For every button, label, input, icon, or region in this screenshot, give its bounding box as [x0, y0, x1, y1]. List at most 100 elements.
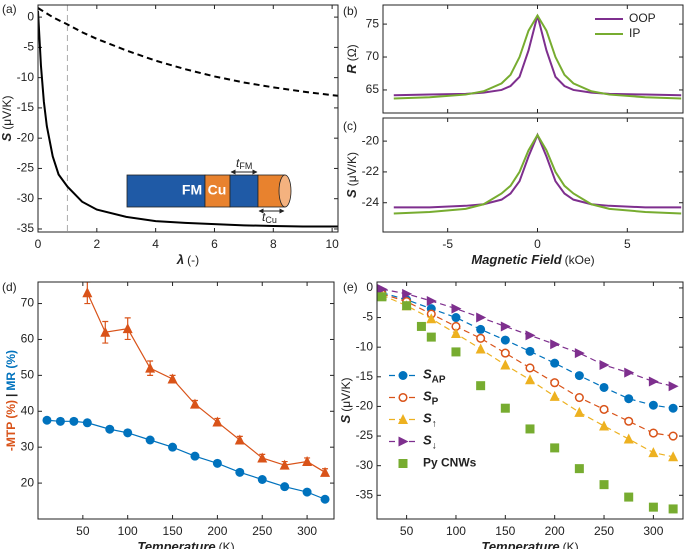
- x-tick-label: 50: [400, 524, 414, 538]
- marker: [100, 326, 111, 337]
- y-axis-label: R (Ω): [344, 44, 359, 73]
- plot-frame: [382, 117, 684, 233]
- y-tick-label: 70: [366, 49, 380, 63]
- t-cu-label: tCu: [262, 210, 277, 225]
- axis-unit: (μV/K): [345, 152, 359, 186]
- panel-label: (b): [343, 4, 358, 18]
- marker: [426, 295, 437, 306]
- legend-entry: IP: [629, 26, 640, 40]
- y-tick-label: 50: [21, 368, 35, 382]
- series-line: [86, 292, 326, 473]
- marker: [550, 358, 560, 368]
- marker: [623, 433, 634, 444]
- marker: [320, 494, 330, 504]
- marker: [212, 458, 222, 468]
- fm-segment: [126, 174, 206, 208]
- marker: [574, 348, 585, 359]
- panel: (d) 20 30 40 50 60 70 50 100 150 200 250 300 Temperat…: [2, 280, 335, 549]
- legend-entry: S↓: [423, 433, 437, 451]
- y-tick-label: -10: [356, 339, 374, 353]
- axis-symbol: S: [0, 132, 14, 141]
- y-tick-label: -15: [17, 100, 35, 114]
- marker: [500, 359, 511, 370]
- marker: [525, 424, 535, 434]
- marker: [416, 321, 426, 331]
- marker: [550, 339, 561, 350]
- marker: [668, 504, 678, 514]
- subscript: Cu: [265, 215, 277, 225]
- marker: [451, 347, 461, 357]
- marker: [451, 303, 462, 314]
- cu-segment: [204, 174, 231, 208]
- marker: [123, 428, 133, 438]
- x-tick-label: 100: [118, 524, 138, 538]
- marker: [212, 416, 223, 427]
- legend-subscript: P: [432, 396, 439, 407]
- marker: [122, 323, 133, 334]
- plot-frame: [37, 4, 339, 233]
- y-tick-label: -20: [356, 399, 374, 413]
- x-tick-label: 4: [152, 237, 159, 251]
- y-axis-label: -MTP (%) | MR (%): [4, 350, 18, 451]
- marker: [668, 403, 678, 413]
- x-tick-label: 250: [594, 524, 614, 538]
- marker: [82, 287, 93, 298]
- axis-unit: (μV/K): [0, 96, 14, 130]
- marker: [189, 398, 200, 409]
- marker: [167, 373, 178, 384]
- y-tick-label: -10: [17, 70, 35, 84]
- marker: [450, 328, 461, 339]
- x-tick-label: 150: [495, 524, 515, 538]
- x-axis-label: Magnetic Field (kOe): [471, 252, 594, 267]
- legend-name: S: [423, 411, 432, 426]
- y-tick-label: -22: [362, 164, 380, 178]
- legend-entry: Py CNWs: [423, 456, 477, 470]
- marker: [398, 392, 408, 403]
- marker: [398, 459, 408, 468]
- y-tick-label: -20: [362, 133, 380, 147]
- label-part: |: [4, 394, 18, 397]
- panel-label: (c): [343, 119, 357, 133]
- marker: [476, 324, 486, 334]
- series-line: [393, 13, 682, 100]
- plot-area: [393, 132, 682, 215]
- y-tick-label: -25: [356, 428, 374, 442]
- plot-frame: [382, 4, 684, 114]
- legend-name: S: [423, 367, 432, 382]
- series-line: [393, 132, 682, 209]
- marker: [574, 464, 584, 474]
- marker: [574, 371, 584, 381]
- x-tick-label: 300: [643, 524, 663, 538]
- plot-area: [38, 7, 338, 228]
- end-cap: [278, 174, 292, 208]
- axis-unit: (μV/K): [339, 378, 353, 412]
- panel-label: (a): [2, 2, 17, 16]
- y-tick-label: 65: [366, 82, 380, 96]
- marker: [398, 414, 408, 424]
- fm-label: FM: [182, 182, 202, 198]
- label-part: MR (%): [4, 350, 18, 391]
- axis-symbol: Magnetic Field: [471, 252, 562, 267]
- y-tick-label: 60: [21, 332, 35, 346]
- plot-frame: [376, 281, 684, 520]
- cu-label: Cu: [208, 182, 227, 198]
- plot-area: [377, 284, 679, 514]
- legend-entry: SP: [423, 389, 439, 407]
- marker: [476, 312, 487, 323]
- plot-area: [42, 282, 331, 504]
- panel: (c) -24 -22 -20 -5 0 5 Magnetic Field (kOe) S (μV/…: [343, 117, 684, 267]
- y-axis-label: S (μV/K): [344, 152, 359, 198]
- marker: [377, 284, 388, 295]
- marker: [279, 459, 290, 470]
- legend-subscript: AP: [432, 374, 446, 385]
- marker: [648, 447, 659, 458]
- marker: [257, 452, 268, 463]
- marker: [302, 456, 313, 467]
- marker: [648, 428, 658, 438]
- y-tick-label: -5: [362, 310, 373, 324]
- axis-symbol: S: [344, 189, 359, 198]
- y-tick-label: -5: [23, 40, 34, 54]
- marker: [105, 424, 115, 434]
